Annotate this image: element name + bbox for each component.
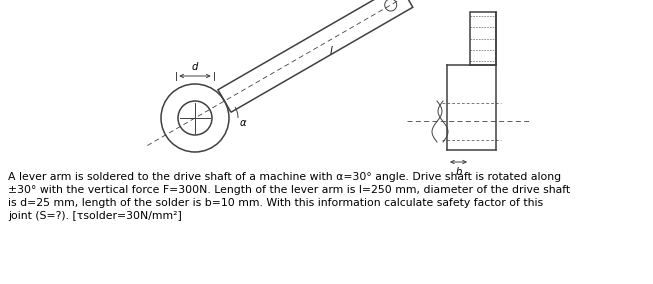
Text: l: l — [330, 46, 332, 56]
Text: joint (S=?). [τsolder=30N/mm²]: joint (S=?). [τsolder=30N/mm²] — [8, 211, 182, 221]
Text: is d=25 mm, length of the solder is b=10 mm. With this information calculate saf: is d=25 mm, length of the solder is b=10… — [8, 198, 543, 208]
Text: b: b — [455, 167, 462, 177]
Text: d: d — [192, 62, 199, 72]
Text: A lever arm is soldered to the drive shaft of a machine with α=30° angle. Drive : A lever arm is soldered to the drive sha… — [8, 172, 561, 182]
Bar — [470, 12, 496, 65]
Text: α: α — [240, 118, 247, 128]
Text: ±30° with the vertical force F=300N. Length of the lever arm is l=250 mm, diamet: ±30° with the vertical force F=300N. Len… — [8, 185, 570, 195]
